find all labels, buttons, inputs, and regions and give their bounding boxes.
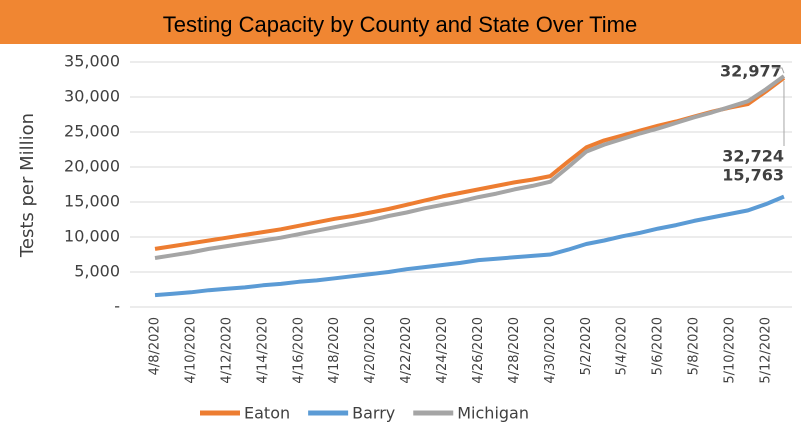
y-tick-label: 5,000 <box>74 262 120 281</box>
leader-line <box>772 67 785 74</box>
y-axis-label: Tests per Million <box>17 113 38 258</box>
x-tick-label: 4/30/2020 <box>543 317 558 384</box>
legend-label: Eaton <box>244 404 290 423</box>
y-tick-label: 35,000 <box>64 52 120 71</box>
series-line <box>154 194 785 298</box>
x-tick-label: 4/18/2020 <box>327 317 342 384</box>
x-tick-label: 4/28/2020 <box>507 317 522 384</box>
x-tick-label: 5/2/2020 <box>579 317 594 375</box>
x-tick-label: 4/26/2020 <box>471 317 486 384</box>
x-tick-label: 5/10/2020 <box>723 317 738 384</box>
title-bar <box>0 0 801 44</box>
x-tick-label: 4/12/2020 <box>219 317 234 384</box>
legend-label: Barry <box>352 404 395 423</box>
x-tick-label: 4/8/2020 <box>148 317 163 375</box>
x-tick-label: 4/14/2020 <box>255 317 270 384</box>
x-tick-label: 5/6/2020 <box>651 317 666 375</box>
x-tick-label: 5/4/2020 <box>615 317 630 375</box>
x-tick-label: 5/12/2020 <box>758 317 773 384</box>
y-tick-label: 15,000 <box>64 192 120 211</box>
data-label: 15,763 <box>722 166 784 185</box>
data-label: 32,977 <box>720 62 782 81</box>
y-tick-label: 25,000 <box>64 122 120 141</box>
x-tick-label: 4/24/2020 <box>435 317 450 384</box>
x-tick-label: 4/10/2020 <box>183 317 198 384</box>
y-tick-label: 10,000 <box>64 227 120 246</box>
y-tick-label: - <box>114 297 120 316</box>
series-line <box>154 74 786 260</box>
x-tick-label: 5/8/2020 <box>687 317 702 375</box>
legend-label: Michigan <box>457 404 529 423</box>
x-tick-label: 4/20/2020 <box>363 317 378 384</box>
x-tick-label: 4/22/2020 <box>399 317 414 384</box>
data-label: 32,724 <box>722 147 784 166</box>
chart-title: Testing Capacity by County and State Ove… <box>163 12 637 37</box>
x-tick-label: 4/16/2020 <box>291 317 306 384</box>
y-tick-label: 30,000 <box>64 87 120 106</box>
y-tick-label: 20,000 <box>64 157 120 176</box>
